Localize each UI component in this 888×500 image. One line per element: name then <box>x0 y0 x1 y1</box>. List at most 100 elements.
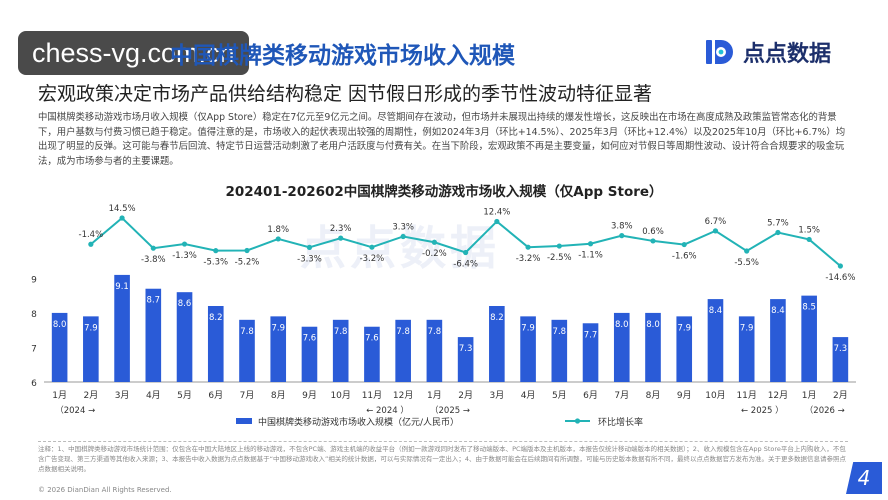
revenue-bar <box>364 326 380 382</box>
mom-growth-label: 6.7% <box>705 217 727 227</box>
x-tick-label: 6月 <box>208 390 223 401</box>
revenue-bar <box>645 312 661 382</box>
mom-growth-label: 3.3% <box>392 222 414 232</box>
bar-value-label: 7.6 <box>365 334 379 344</box>
x-tick-label: 3月 <box>115 390 130 401</box>
x-tick-label: 10月 <box>705 390 725 401</box>
mom-growth-label: 12.4% <box>483 207 510 217</box>
bar-value-label: 7.8 <box>334 327 348 337</box>
x-tick-label: 4月 <box>521 390 536 401</box>
mom-growth-point <box>619 233 625 239</box>
year-label: ← 2025 ） <box>741 405 784 416</box>
y-tick-label: 7 <box>31 344 37 354</box>
mom-growth-label: -1.3% <box>172 251 197 261</box>
bar-value-label: 8.0 <box>53 320 67 330</box>
revenue-bar <box>613 312 630 382</box>
bar-value-label: 7.9 <box>677 323 691 333</box>
bar-value-label: 8.0 <box>615 320 629 330</box>
legend-label-growth: 环比增长率 <box>598 416 643 428</box>
x-tick-label: 7月 <box>240 390 255 401</box>
x-tick-label: 1月 <box>427 390 442 401</box>
chart-title: 202401-202602中国棋牌类移动游戏市场收入规模（仅App Store） <box>225 184 663 200</box>
mom-growth-point <box>369 244 375 250</box>
mom-growth-label: -3.3% <box>297 254 322 264</box>
mom-growth-label: 3.8% <box>611 222 633 232</box>
bar-value-label: 7.3 <box>834 344 848 354</box>
mom-growth-label: 1.5% <box>798 225 820 235</box>
mom-growth-label: -14.6% <box>825 273 855 283</box>
x-tick-label: 5月 <box>177 390 192 401</box>
mom-growth-point <box>587 241 594 247</box>
mom-growth-label: -3.2% <box>516 254 541 264</box>
bar-value-label: 7.9 <box>271 323 285 333</box>
y-tick-label: 6 <box>31 379 37 389</box>
copyright: © 2026 DianDian All Rights Reserved. <box>38 486 172 494</box>
x-tick-label: 6月 <box>583 390 598 401</box>
revenue-bar <box>270 316 287 382</box>
subtitle: 宏观政策决定市场产品供给结构稳定 因节假日形成的季节性波动特征显著 <box>38 83 653 105</box>
page-title: 中国棋牌类移动游戏市场收入规模 <box>170 43 515 69</box>
x-tick-label: 10月 <box>330 390 350 401</box>
legend-label-revenue: 中国棋牌类移动游戏市场收入规模（亿元/人民币） <box>258 416 459 428</box>
year-label: （2025 → <box>430 405 470 416</box>
bar-value-label: 8.5 <box>802 303 816 313</box>
year-label: （2024 → <box>55 405 95 416</box>
revenue-bar <box>207 306 224 382</box>
mom-growth-point <box>494 218 500 225</box>
x-tick-label: 8月 <box>271 390 286 401</box>
x-tick-label: 4月 <box>146 390 161 401</box>
revenue-bar <box>395 319 411 382</box>
x-tick-label: 9月 <box>302 390 317 401</box>
diandian-logo-icon <box>706 40 733 64</box>
mom-growth-point <box>650 238 656 244</box>
mom-growth-label: -5.5% <box>734 258 759 268</box>
mom-growth-point <box>806 236 812 243</box>
revenue-bar <box>832 337 849 382</box>
bar-value-label: 8.7 <box>147 296 161 306</box>
revenue-bar <box>114 274 130 382</box>
mom-growth-point <box>681 241 687 248</box>
bar-value-label: 7.9 <box>521 323 535 333</box>
revenue-bar <box>239 319 255 382</box>
bar-value-label: 7.7 <box>584 330 598 340</box>
url-badge: chess-vg.com.cn <box>18 31 249 75</box>
x-tick-label: 9月 <box>677 390 692 401</box>
revenue-bar <box>676 316 693 382</box>
x-tick-label: 7月 <box>614 390 629 401</box>
bar-value-label: 7.6 <box>303 334 317 344</box>
revenue-chart: 6 7 8 9 8.0 7.9 9.1 8.7 8.6 8.2 7.8 7.9 7.6 7.8 7.6 7.8… <box>31 204 856 428</box>
year-label: ← 2024 ） <box>366 405 409 416</box>
bar-value-label: 7.9 <box>740 323 754 333</box>
bar-value-label: 8.4 <box>771 306 785 316</box>
mom-growth-point <box>181 241 188 247</box>
bar-value-label: 7.3 <box>459 344 473 354</box>
mom-growth-label: -6.4% <box>453 259 478 269</box>
mom-growth-label: -5.2% <box>235 257 260 267</box>
mom-growth-point <box>119 215 125 221</box>
x-tick-label: 2月 <box>83 390 98 401</box>
mom-growth-point <box>88 241 94 247</box>
revenue-bar <box>707 299 724 382</box>
revenue-bar <box>301 326 318 382</box>
x-tick-label: 12月 <box>768 390 788 401</box>
mom-growth-label: 14.5% <box>109 204 136 214</box>
footnote: 注释：1、中国棋牌类移动游戏市场统计范围：仅包含在中国大陆地区上线的移动游戏，不… <box>38 441 848 474</box>
mom-growth-point <box>525 244 531 250</box>
revenue-bar <box>332 319 349 382</box>
x-tick-label: 2月 <box>458 390 473 401</box>
mom-growth-point <box>275 236 281 242</box>
revenue-bar <box>457 337 474 382</box>
brand-logo: 点点数据 <box>703 35 831 69</box>
logo-text: 点点数据 <box>743 42 832 67</box>
legend-marker-growth <box>574 418 581 424</box>
y-tick-label: 9 <box>31 275 37 285</box>
mom-growth-point <box>775 229 781 236</box>
mom-growth-point <box>712 228 719 234</box>
bar-value-label: 7.8 <box>396 327 410 337</box>
y-tick-label: 8 <box>31 310 37 320</box>
mom-growth-point <box>338 235 344 241</box>
revenue-bar <box>83 316 99 382</box>
revenue-bar <box>176 292 193 382</box>
mom-growth-point <box>150 245 156 251</box>
mom-growth-label: -2.5% <box>547 253 572 263</box>
